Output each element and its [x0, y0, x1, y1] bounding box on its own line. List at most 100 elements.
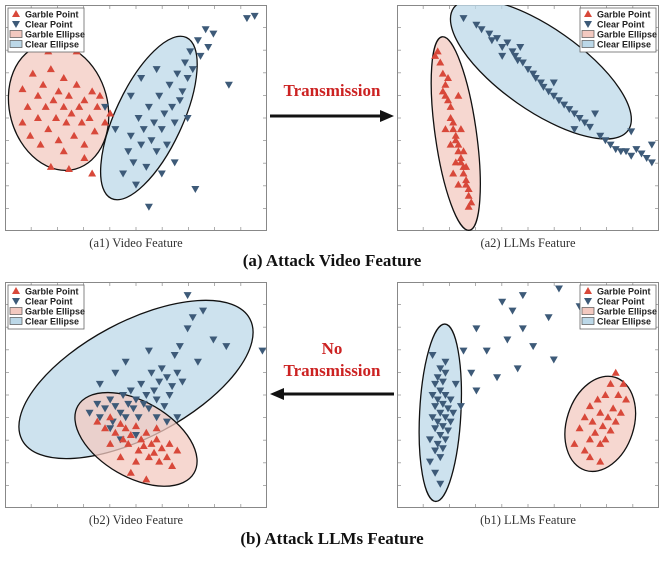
garble-point [580, 413, 589, 421]
clear-point [544, 314, 553, 322]
garble-point [603, 413, 612, 421]
clear-point [456, 403, 465, 411]
garble-point [441, 125, 450, 133]
plot-a2: Garble Point Clear Point Garble Ellipse Cle… [397, 5, 659, 231]
clear-point [116, 409, 125, 417]
garble-point [106, 109, 115, 117]
garble-point [619, 379, 628, 387]
clear-point [622, 148, 631, 156]
clear-point [193, 358, 202, 366]
garble-point [580, 446, 589, 454]
garble-point [46, 162, 55, 170]
garble-point [585, 453, 594, 461]
clear-point [627, 128, 636, 136]
clear-point [199, 307, 208, 315]
legend-garble-point: Garble Point [25, 10, 79, 20]
legend-garble-ellipse-icon [9, 307, 23, 315]
legend-clear-point-icon [12, 298, 20, 305]
garble-point [456, 125, 465, 133]
clear-point [209, 336, 218, 344]
garble-point [609, 404, 618, 412]
plot-a1: Garble Point Clear Point Garble Ellipse Cle… [5, 5, 267, 231]
clear-point [508, 307, 517, 315]
clear-point [431, 469, 440, 477]
clear-point [126, 132, 135, 140]
garble-point [433, 47, 442, 55]
legend-garble-ellipse: Garble Ellipse [25, 307, 85, 317]
clear-point [119, 170, 128, 178]
garble-point [28, 69, 37, 77]
garble-point [26, 131, 35, 139]
garble-point [459, 147, 468, 155]
clear-point [144, 103, 153, 111]
legend-clear-ellipse: Clear Ellipse [597, 317, 651, 327]
clear-point [165, 392, 174, 399]
clear-point [518, 59, 527, 67]
clear-point [637, 150, 646, 158]
garble-point [588, 417, 597, 425]
clear-point [196, 52, 205, 60]
clear-point [137, 141, 146, 149]
clear-point [126, 387, 135, 395]
garble-point [162, 453, 171, 461]
garble-point [39, 80, 48, 88]
garble-point [596, 439, 605, 447]
clear-point [188, 66, 197, 74]
garble-point [456, 158, 465, 166]
clear-point [160, 403, 169, 411]
garble-point [454, 180, 463, 188]
garble-point [59, 147, 68, 155]
clear-point [438, 378, 447, 386]
garble-point [137, 435, 146, 443]
garble-point [444, 96, 453, 104]
garble-point [611, 368, 620, 376]
clear-point [155, 378, 164, 386]
legend-clear-point-icon [584, 298, 592, 305]
clear-point [121, 358, 130, 366]
garble-point [464, 191, 473, 199]
clear-point [431, 447, 440, 455]
garble-point [70, 131, 79, 139]
garble-point [464, 202, 473, 210]
clear-point [627, 152, 636, 160]
clear-point [139, 400, 148, 408]
garble-point [459, 169, 468, 177]
garble-point [616, 408, 625, 416]
garble-point [147, 439, 156, 447]
clear-point [560, 101, 569, 109]
clear-point [183, 115, 192, 122]
garble-ellipse [74, 391, 198, 487]
clear-point [95, 380, 104, 388]
clear-point [428, 392, 437, 399]
clear-point [134, 115, 143, 122]
clear-point [632, 146, 641, 154]
arrow-label-no: No [321, 339, 343, 358]
clear-point [186, 48, 195, 56]
clear-point [596, 132, 605, 140]
legend-clear-ellipse-icon [581, 317, 595, 325]
clear-point [134, 414, 143, 422]
garble-point [454, 140, 463, 148]
garble-point [33, 114, 42, 121]
clear-point [165, 81, 174, 89]
clear-point [119, 392, 128, 399]
section-title-a: (a) Attack Video Feature [242, 251, 422, 270]
clear-point [111, 403, 120, 411]
clear-point [170, 352, 179, 360]
garble-point [441, 91, 450, 99]
garble-point [52, 114, 61, 121]
clear-point [124, 400, 133, 408]
garble-point [126, 430, 135, 438]
legend-garble-point-icon [12, 10, 20, 17]
clear-point [436, 480, 445, 488]
clear-point [173, 414, 182, 422]
caption-a2: (a2) LLMs Feature [480, 236, 576, 250]
legend-garble-ellipse: Garble Ellipse [597, 30, 657, 40]
clear-point [175, 343, 184, 351]
legend-clear-ellipse: Clear Ellipse [25, 40, 79, 50]
clear-point [209, 30, 218, 38]
garble-point [152, 424, 161, 432]
garble-point [132, 457, 140, 465]
